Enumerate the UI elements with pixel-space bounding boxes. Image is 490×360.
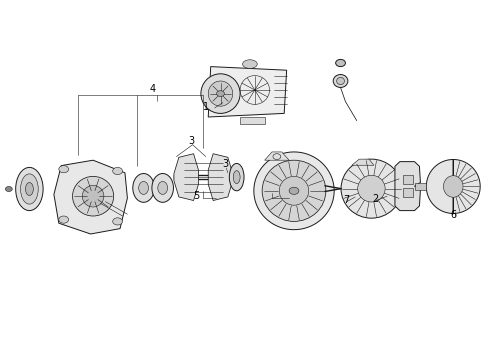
Ellipse shape [158,181,168,194]
Ellipse shape [139,181,148,194]
Text: 3: 3 [222,159,228,170]
Ellipse shape [243,60,257,68]
Polygon shape [54,160,127,234]
Text: 7: 7 [343,195,349,206]
Polygon shape [265,152,289,160]
Ellipse shape [233,171,240,184]
Circle shape [113,167,122,175]
Ellipse shape [337,77,344,85]
Ellipse shape [358,175,385,202]
Ellipse shape [262,160,326,221]
Ellipse shape [152,174,173,202]
Polygon shape [415,183,426,190]
Ellipse shape [16,167,43,211]
Text: 5: 5 [194,191,200,201]
Circle shape [217,91,224,96]
Polygon shape [403,188,413,197]
Circle shape [59,166,69,173]
Ellipse shape [333,75,348,87]
Polygon shape [426,159,480,213]
Circle shape [5,186,12,192]
Ellipse shape [208,81,233,106]
Circle shape [336,59,345,67]
Ellipse shape [201,74,240,113]
Text: 4: 4 [149,84,156,94]
Ellipse shape [133,174,154,202]
Polygon shape [208,67,287,117]
Polygon shape [208,154,233,201]
Ellipse shape [21,174,38,204]
Polygon shape [174,154,198,201]
Text: 1: 1 [203,102,210,112]
Polygon shape [352,159,374,165]
Ellipse shape [25,183,33,195]
Ellipse shape [443,176,463,197]
Polygon shape [403,175,413,184]
Ellipse shape [82,185,104,207]
Polygon shape [395,162,420,211]
Circle shape [113,218,122,225]
Text: 6: 6 [451,210,457,220]
Ellipse shape [73,176,114,216]
Polygon shape [240,117,265,124]
Text: 2: 2 [372,194,379,204]
Circle shape [289,187,299,194]
Circle shape [59,216,69,223]
Polygon shape [254,152,334,230]
Text: 3: 3 [189,136,195,146]
Ellipse shape [341,159,402,218]
Ellipse shape [279,176,309,205]
Ellipse shape [229,163,244,191]
